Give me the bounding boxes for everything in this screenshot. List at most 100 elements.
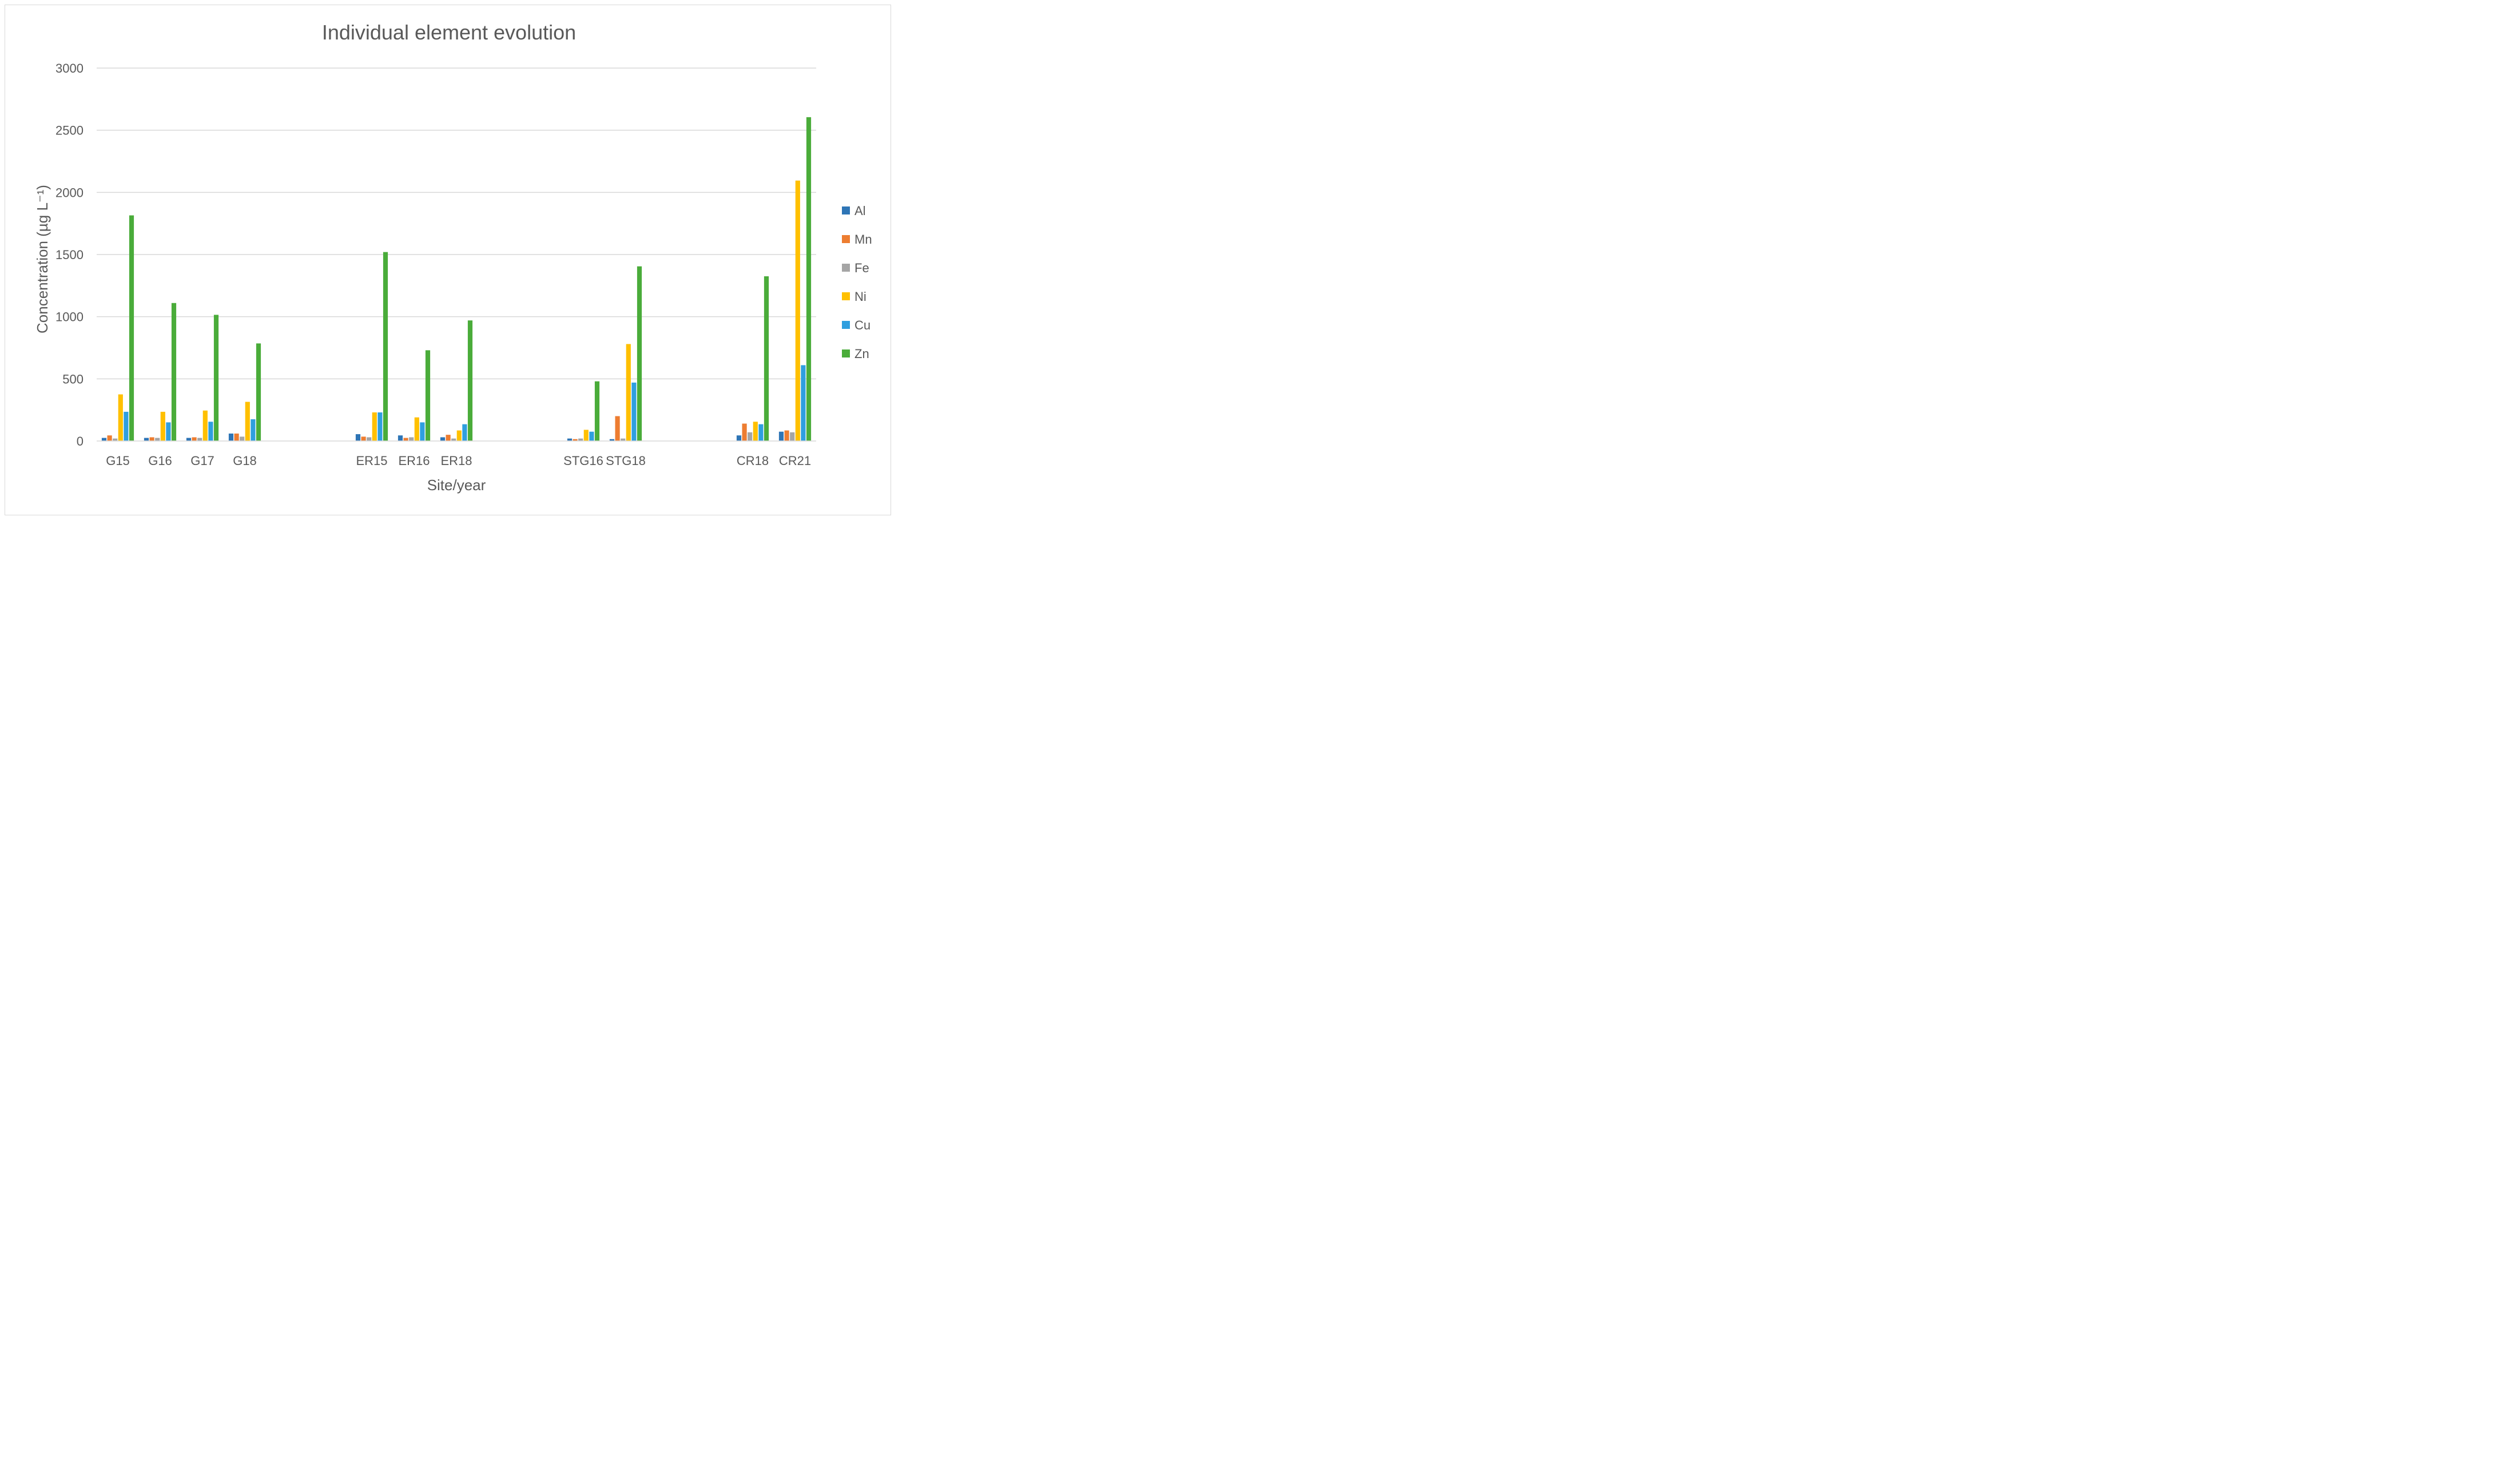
y-axis-ticks: 0 500 1000 1500 2000 2500 3000 (55, 61, 84, 448)
bar-al-stg18 (609, 439, 615, 441)
x-tick-label: G17 (190, 454, 214, 468)
bar-chart: Individual element evolution 0 500 1000 150… (34, 21, 872, 494)
bar-fe-cr21 (790, 432, 795, 441)
legend-label-fe: Fe (854, 261, 869, 275)
bar-al-g16 (144, 438, 149, 441)
bar-ni-cr21 (795, 180, 800, 441)
bar-al-stg16 (567, 438, 573, 441)
bar-ni-g17 (202, 410, 208, 441)
x-axis-ticks: G15 G16 G17 G18 ER15 ER16 ER18 STG16 STG18 CR18 CR… (106, 454, 811, 468)
bar-ni-g15 (118, 394, 123, 441)
bar-fe-stg16 (578, 438, 583, 441)
bar-zn-g18 (256, 343, 261, 441)
gridlines (97, 67, 816, 380)
bar-zn-stg18 (637, 266, 642, 441)
x-tick-label: ER16 (398, 454, 430, 468)
bar-mn-g17 (192, 437, 197, 441)
bar-ni-g16 (160, 411, 165, 441)
chart-frame: Individual element evolution 0 500 1000 150… (5, 5, 891, 515)
bar-zn-cr21 (806, 117, 812, 441)
bar-ni-stg16 (583, 430, 589, 441)
x-tick-label: STG18 (606, 454, 646, 468)
y-tick-label: 1500 (55, 248, 84, 262)
bar-mn-er18 (446, 435, 451, 441)
bar-fe-er16 (409, 437, 414, 441)
bar-fe-stg18 (621, 438, 626, 441)
legend-swatch-fe (842, 264, 850, 272)
x-tick-label: ER15 (356, 454, 387, 468)
y-tick-label: 2500 (55, 124, 84, 138)
bar-cu-er15 (377, 412, 383, 441)
bar-ni-stg18 (626, 344, 631, 441)
legend-label-zn: Zn (854, 347, 869, 361)
bar-mn-g16 (149, 437, 154, 441)
bar-cu-stg18 (631, 382, 637, 441)
bar-fe-er18 (451, 438, 456, 441)
bar-fe-g15 (113, 438, 118, 441)
bar-mn-er16 (403, 438, 408, 441)
y-tick-label: 1000 (55, 310, 84, 324)
bar-al-er18 (440, 437, 446, 441)
legend-label-al: Al (854, 204, 866, 218)
bar-cu-stg16 (589, 431, 594, 441)
bar-al-g17 (186, 438, 192, 441)
bar-cu-er18 (462, 424, 467, 441)
x-tick-label: G16 (148, 454, 172, 468)
legend-swatch-zn (842, 349, 850, 357)
bar-fe-g17 (197, 438, 202, 441)
bar-zn-g16 (171, 303, 177, 441)
bar-al-g15 (101, 438, 107, 441)
bar-zn-er18 (467, 320, 473, 441)
x-axis-label: Site/year (427, 476, 486, 494)
bar-mn-stg18 (615, 416, 620, 441)
bar-cu-g15 (124, 411, 129, 441)
legend-swatch-ni (842, 292, 850, 300)
chart-title: Individual element evolution (322, 21, 576, 44)
bar-fe-g16 (155, 438, 160, 441)
legend-label-ni: Ni (854, 289, 867, 304)
bar-mn-cr18 (742, 423, 747, 441)
bar-ni-g18 (245, 402, 250, 441)
bar-zn-cr18 (764, 276, 769, 441)
bar-al-er15 (355, 434, 361, 441)
bar-ni-cr18 (753, 422, 758, 441)
bar-zn-g15 (129, 215, 134, 441)
legend-swatch-cu (842, 321, 850, 329)
bar-ni-er16 (414, 417, 419, 441)
bar-cu-cr21 (801, 365, 806, 441)
y-tick-label: 0 (77, 434, 84, 448)
bar-cu-cr18 (758, 424, 764, 441)
bar-cu-g17 (208, 422, 213, 441)
bar-mn-g15 (107, 435, 112, 441)
bar-zn-g17 (213, 315, 219, 441)
bar-al-cr18 (736, 435, 742, 441)
x-tick-label: CR21 (779, 454, 811, 468)
bar-ni-er15 (372, 412, 377, 441)
bar-fe-cr18 (748, 432, 753, 441)
bar-fe-er15 (367, 437, 372, 441)
bar-al-cr21 (778, 431, 784, 441)
bar-fe-g18 (240, 436, 245, 441)
legend-label-cu: Cu (854, 318, 871, 332)
x-tick-label: G15 (106, 454, 130, 468)
bar-cu-g18 (251, 419, 256, 441)
bar-mn-stg16 (573, 439, 578, 441)
x-tick-label: STG16 (563, 454, 603, 468)
x-tick-label: CR18 (737, 454, 769, 468)
bar-mn-cr21 (784, 430, 789, 441)
bar-ni-er18 (456, 430, 462, 441)
bar-cu-g16 (166, 422, 171, 441)
bar-zn-er16 (425, 350, 431, 441)
bar-zn-er15 (383, 252, 388, 441)
bar-al-er16 (398, 435, 403, 441)
bars (101, 117, 812, 441)
bar-al-g18 (228, 433, 234, 441)
legend-swatch-al (842, 206, 850, 214)
legend-swatch-mn (842, 235, 850, 243)
bar-mn-g18 (234, 433, 239, 441)
y-tick-label: 3000 (55, 61, 84, 76)
bar-zn-stg16 (594, 381, 600, 441)
y-tick-label: 500 (62, 372, 84, 386)
legend: Al Mn Fe Ni Cu Zn (842, 204, 872, 361)
legend-label-mn: Mn (854, 232, 872, 247)
